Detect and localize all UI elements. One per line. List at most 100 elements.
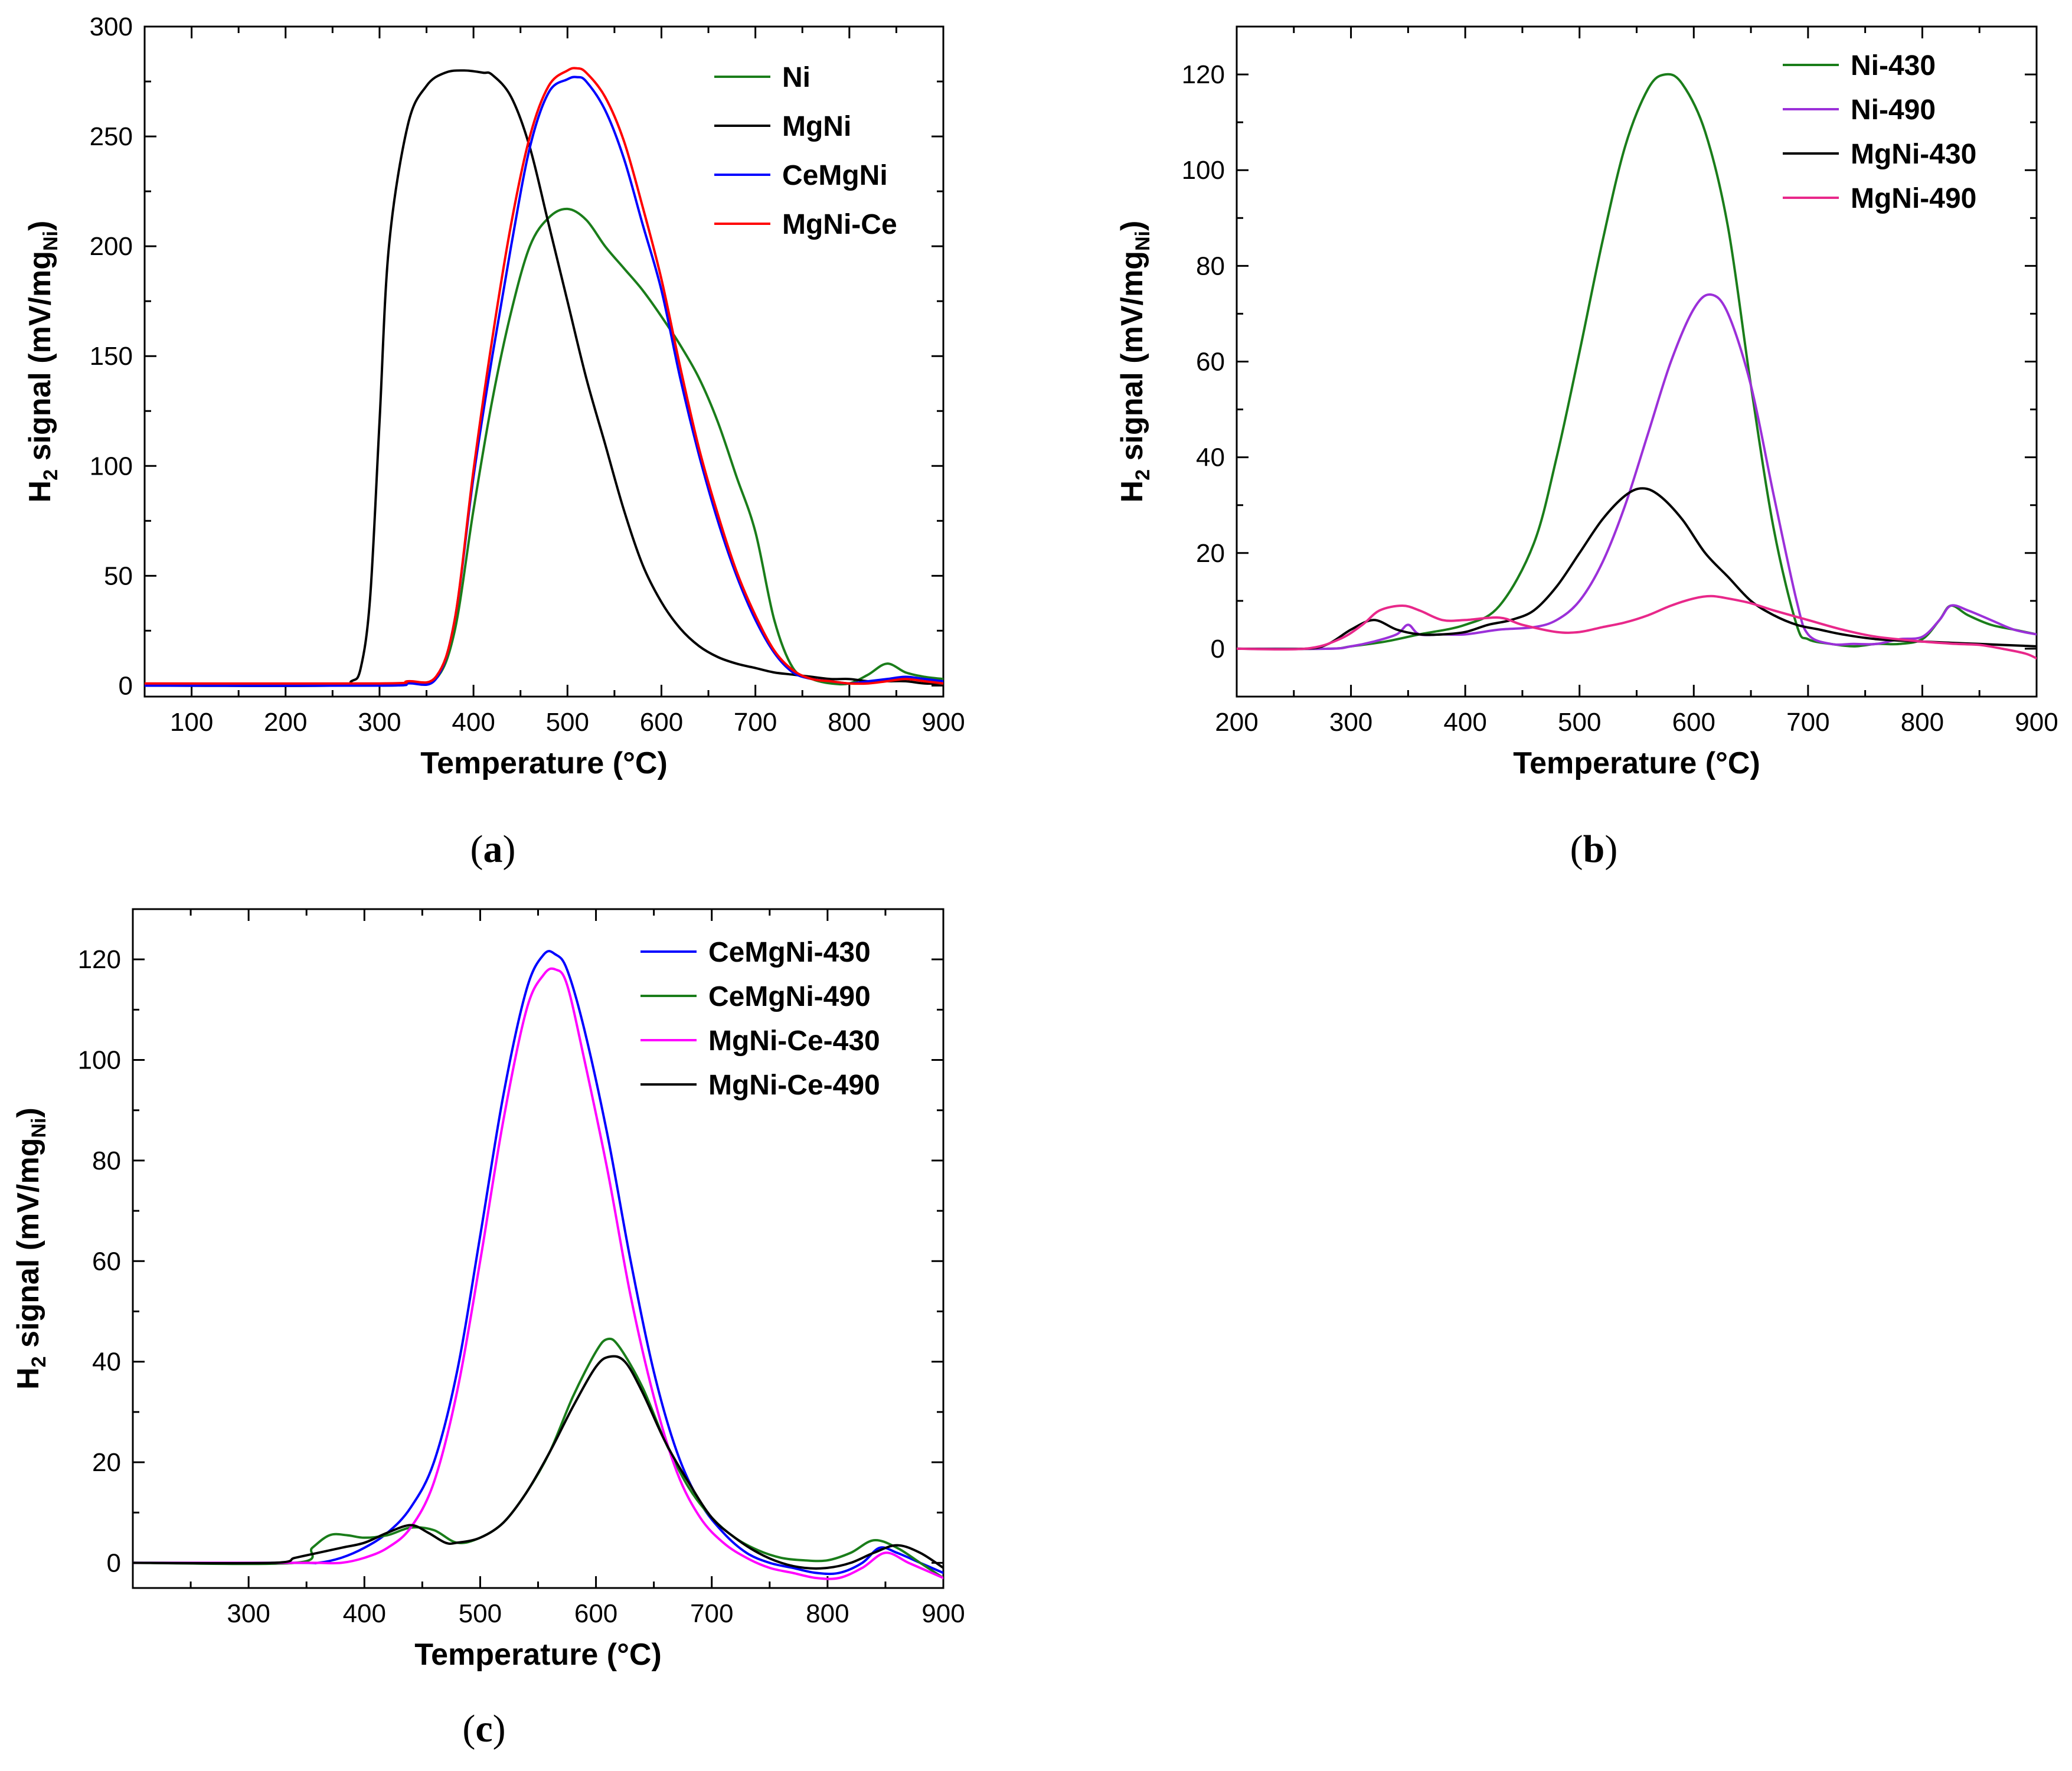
legend-label: Ni-430 bbox=[1851, 50, 1936, 81]
panel-label-paren: ( bbox=[1570, 828, 1583, 871]
y-tick-label: 20 bbox=[1196, 539, 1225, 568]
panel-label-letter: a bbox=[483, 828, 503, 871]
legend-label: MgNi-Ce bbox=[782, 209, 897, 240]
series-line-mgni-490 bbox=[1237, 594, 2037, 660]
y-axis-title: H2 signal (mV/mgNi) bbox=[1115, 221, 1154, 503]
x-tick-label: 400 bbox=[452, 708, 495, 737]
y-tick-label: 300 bbox=[90, 12, 133, 41]
y-axis-title-part: ) bbox=[11, 1107, 45, 1118]
panel-label-paren: ) bbox=[1604, 828, 1617, 871]
y-tick-label: 20 bbox=[92, 1448, 121, 1477]
legend-label: CeMgNi bbox=[782, 160, 888, 191]
y-tick-label: 120 bbox=[78, 945, 121, 974]
x-tick-label: 100 bbox=[170, 708, 213, 737]
chart-panel-c: 300 400 500 600 700 800 900 0 20 40 60 80 100 120 Temp… bbox=[11, 908, 965, 1750]
x-tick-label: 600 bbox=[640, 708, 683, 737]
x-tick-label: 500 bbox=[1558, 708, 1601, 737]
panel-label-paren: ) bbox=[503, 828, 516, 871]
x-tick-label: 200 bbox=[1215, 708, 1258, 737]
y-axis-title-subscript: Ni bbox=[28, 1118, 50, 1138]
panel-label-paren: ) bbox=[493, 1707, 506, 1750]
y-tick-label: 40 bbox=[92, 1348, 121, 1377]
series-line-mgni-ce-490 bbox=[133, 1355, 943, 1570]
x-tick-label: 800 bbox=[806, 1599, 849, 1628]
y-tick-label: 100 bbox=[90, 452, 133, 481]
x-tick-label: 700 bbox=[1786, 708, 1829, 737]
y-tick-label: 80 bbox=[92, 1146, 121, 1175]
chart-panel-a: 100 200 300 400 500 600 700 800 900 0 50 100 150 200 2… bbox=[23, 12, 965, 871]
y-tick-label: 40 bbox=[1196, 443, 1225, 472]
legend-label: MgNi-430 bbox=[1851, 139, 1976, 170]
y-tick-label: 100 bbox=[78, 1046, 121, 1075]
y-axis-title-subscript: 2 bbox=[40, 469, 62, 481]
series-line-mgni-ce-430 bbox=[133, 967, 943, 1580]
x-tick-label: 900 bbox=[921, 708, 965, 737]
series-line-ni-490 bbox=[1237, 293, 2037, 651]
legend-label: Ni-490 bbox=[1851, 94, 1936, 126]
panel-label: (b) bbox=[1570, 828, 1618, 871]
y-tick-label: 0 bbox=[119, 671, 133, 700]
series-line-mgni bbox=[145, 69, 943, 687]
legend-label: MgNi-Ce-490 bbox=[708, 1070, 880, 1101]
y-tick-label: 0 bbox=[107, 1548, 121, 1577]
panel-label-letter: b bbox=[1583, 828, 1605, 871]
y-axis-title-part: H bbox=[1115, 481, 1149, 503]
series-line-cemgni-430 bbox=[133, 950, 943, 1576]
x-tick-label: 500 bbox=[459, 1599, 502, 1628]
legend-label: CeMgNi-490 bbox=[708, 981, 871, 1012]
chart-panel-b: 200 300 400 500 600 700 800 900 0 20 40 60 80 100 120 T… bbox=[1115, 25, 2058, 871]
x-tick-label: 300 bbox=[1329, 708, 1372, 737]
x-tick-label: 600 bbox=[574, 1599, 617, 1628]
y-axis-title: H2 signal (mV/mgNi) bbox=[23, 221, 62, 503]
series-line-cemgni-490 bbox=[133, 1337, 943, 1579]
x-tick-label: 500 bbox=[546, 708, 589, 737]
panel-label-paren: ( bbox=[462, 1707, 475, 1750]
legend-label: MgNi bbox=[782, 111, 851, 142]
panel-label: (a) bbox=[470, 828, 516, 871]
y-axis-title-part: ) bbox=[23, 221, 57, 231]
y-axis-title-subscript: 2 bbox=[28, 1356, 50, 1367]
x-axis-title: Temperature (°C) bbox=[420, 746, 668, 780]
y-axis-title-part: signal (mV/mg bbox=[11, 1138, 45, 1357]
y-tick-label: 100 bbox=[1182, 156, 1225, 185]
x-tick-label: 800 bbox=[1901, 708, 1944, 737]
panel-label-letter: c bbox=[475, 1707, 492, 1750]
y-tick-label: 50 bbox=[104, 561, 133, 590]
plot-frame bbox=[143, 25, 945, 698]
y-axis-title-part: ) bbox=[1115, 221, 1149, 231]
plot-frame bbox=[1236, 25, 2038, 698]
y-tick-label: 250 bbox=[90, 122, 133, 151]
x-axis-title: Temperature (°C) bbox=[414, 1638, 662, 1672]
x-tick-label: 700 bbox=[734, 708, 777, 737]
legend-label: MgNi-Ce-430 bbox=[708, 1025, 880, 1057]
y-tick-label: 0 bbox=[1211, 635, 1225, 664]
x-tick-label: 800 bbox=[828, 708, 871, 737]
legend-label: MgNi-490 bbox=[1851, 183, 1976, 214]
y-tick-label: 150 bbox=[90, 342, 133, 371]
legend-label: Ni bbox=[782, 62, 811, 93]
x-tick-label: 900 bbox=[2015, 708, 2058, 737]
y-tick-label: 60 bbox=[92, 1247, 121, 1276]
x-tick-label: 200 bbox=[264, 708, 307, 737]
x-tick-label: 300 bbox=[227, 1599, 270, 1628]
legend-label: CeMgNi-430 bbox=[708, 937, 871, 968]
series-line-ni bbox=[145, 207, 943, 687]
y-axis-title-subscript: Ni bbox=[40, 231, 62, 251]
x-tick-label: 600 bbox=[1672, 708, 1715, 737]
x-axis-title: Temperature (°C) bbox=[1513, 746, 1760, 780]
x-tick-label: 400 bbox=[1443, 708, 1486, 737]
y-tick-label: 120 bbox=[1182, 60, 1225, 89]
x-tick-label: 900 bbox=[921, 1599, 965, 1628]
y-axis-title-part: signal (mV/mg bbox=[1115, 251, 1149, 469]
y-tick-label: 200 bbox=[90, 232, 133, 261]
y-tick-label: 80 bbox=[1196, 251, 1225, 280]
y-tick-label: 60 bbox=[1196, 348, 1225, 377]
panel-label-paren: ( bbox=[470, 828, 483, 871]
y-axis-title-part: H bbox=[11, 1367, 45, 1390]
series-line-mgni-430 bbox=[1237, 487, 2037, 651]
y-axis-title: H2 signal (mV/mgNi) bbox=[11, 1107, 50, 1390]
y-axis-title-part: signal (mV/mg bbox=[23, 251, 57, 469]
panel-label: (c) bbox=[462, 1707, 505, 1750]
x-tick-label: 300 bbox=[358, 708, 401, 737]
